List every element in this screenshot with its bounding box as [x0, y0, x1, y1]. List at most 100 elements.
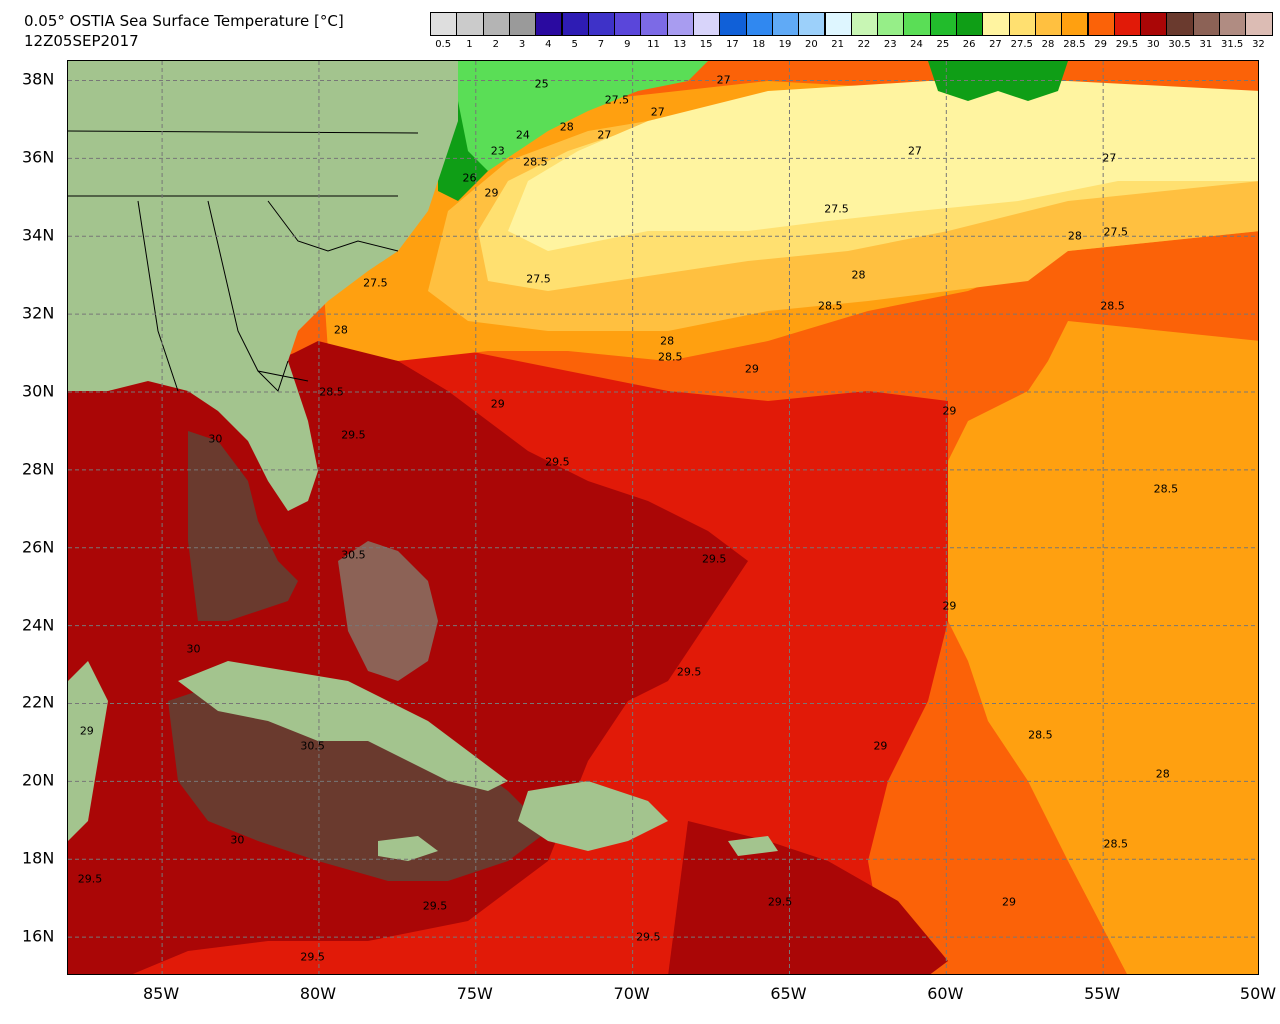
contour-label: 27.5 [604, 93, 630, 107]
contour-label: 28 [333, 323, 348, 337]
lon-tick-label: 80W [299, 984, 337, 1003]
lat-tick-label: 38N [22, 69, 55, 89]
legend-label: 31.5 [1221, 39, 1244, 50]
contour-label: 24 [515, 128, 530, 142]
legend-label: 25 [936, 39, 950, 50]
legend-label: 27.5 [1010, 39, 1033, 50]
contour-label: 29 [744, 362, 759, 376]
legend-label: 23 [883, 39, 897, 50]
legend-swatch [587, 12, 616, 36]
contour-label: 29.5 [636, 930, 661, 944]
legend-label: 13 [673, 39, 687, 50]
state-boundary-6 [257, 360, 289, 392]
legend-swatch [1219, 12, 1247, 36]
legend-label: 24 [910, 39, 923, 50]
contour-label: 25 [534, 77, 549, 91]
legend-label: 18 [752, 39, 766, 50]
legend-label: 28.5 [1063, 39, 1086, 50]
contour-label: 29.5 [545, 455, 570, 469]
contour-label: 28 [1067, 229, 1082, 243]
contour-label: 28.5 [818, 299, 843, 313]
legend-label: 22 [857, 39, 871, 50]
legend-swatch [535, 12, 563, 36]
contour-label: 29.5 [77, 872, 103, 886]
contour-label: 29.5 [300, 950, 325, 964]
lat-tick-label: 30N [22, 381, 55, 401]
legend-label: 4 [545, 39, 552, 50]
state-boundary-1 [68, 130, 419, 134]
legend-swatch [903, 12, 931, 36]
lon-tick-label: 50W [1239, 984, 1277, 1003]
contour-label: 30.5 [341, 548, 366, 562]
legend-swatch [771, 12, 800, 36]
legend-label: 27 [989, 39, 1002, 50]
legend-label: 19 [778, 39, 792, 50]
contour-label: 28 [1155, 767, 1170, 781]
contour-label: 30 [208, 432, 223, 446]
legend-swatch [745, 12, 773, 36]
lat-tick-label: 20N [22, 770, 55, 790]
contour-label: 30 [186, 642, 201, 656]
contour-label: 27 [1102, 151, 1117, 165]
legend-label: 3 [518, 39, 526, 50]
contour-label: 29 [942, 599, 957, 613]
map-panel: 25 27.5 27 27 28 27 24 23 28.5 26 29 27 27 27.5 27.5 28… [67, 60, 1259, 975]
legend-swatch [982, 12, 1010, 36]
lat-tick-label: 28N [22, 459, 55, 479]
legend-label: 29 [1094, 39, 1108, 50]
legend-swatch [482, 12, 510, 36]
contour-label: 27.5 [526, 272, 551, 286]
legend-swatch [614, 12, 642, 36]
lat-tick-label: 16N [22, 926, 55, 946]
contour-label: 29.5 [676, 665, 702, 679]
contour-label: 29.5 [701, 552, 727, 566]
contour-label: 29 [873, 739, 888, 753]
contour-label: 29 [79, 724, 94, 738]
lat-tick-label: 36N [22, 147, 55, 167]
contour-label: 27 [907, 144, 922, 158]
contour-label: 27.5 [1103, 225, 1128, 239]
state-boundary-5 [267, 200, 399, 252]
legend-swatch [1087, 12, 1115, 36]
legend-label: 9 [624, 39, 631, 50]
lon-tick-label: 75W [456, 984, 493, 1003]
contour-label: 29 [942, 404, 957, 418]
legend-label: 26 [962, 39, 976, 50]
land-puerto-rico [728, 836, 778, 856]
legend-label: 32 [1252, 39, 1265, 50]
legend-label: 28 [1041, 39, 1055, 50]
legend-label: 2 [492, 39, 499, 50]
legend-swatch [1061, 12, 1089, 36]
lat-tick-label: 32N [22, 303, 55, 323]
legend-swatch [929, 12, 957, 36]
map-timestamp: 12Z05SEP2017 [24, 32, 139, 50]
legend-swatch [1192, 12, 1220, 36]
land-cuba [178, 661, 508, 791]
legend-label: 31 [1199, 39, 1213, 50]
legend-swatch [1008, 12, 1036, 36]
legend-swatch [1166, 12, 1194, 36]
legend-swatch [850, 12, 879, 36]
land-mexico-yucatan [68, 661, 108, 841]
contour-label: 29.5 [341, 428, 366, 442]
contour-label: 28.5 [1100, 299, 1125, 313]
legend-label: 20 [804, 39, 818, 50]
contour-label: 29 [1002, 895, 1017, 909]
legend-swatch [430, 12, 458, 36]
contour-label: 23 [490, 144, 505, 158]
lat-tick-label: 24N [22, 615, 55, 635]
lat-tick-label: 22N [22, 692, 55, 712]
legend-label: 17 [726, 39, 739, 50]
legend-label: 30.5 [1168, 39, 1191, 50]
contour-label: 28 [851, 268, 866, 282]
legend-label: 15 [699, 39, 713, 50]
legend-swatch [508, 12, 537, 36]
contour-label: 27 [716, 73, 731, 87]
contour-label: 30.5 [300, 739, 325, 753]
sst-map [68, 61, 1258, 974]
legend-swatch [956, 12, 984, 36]
contour-label: 28.5 [1153, 482, 1179, 496]
land-north-america [68, 61, 458, 511]
legend-swatch [640, 12, 668, 36]
sst-region-30b [668, 821, 948, 974]
